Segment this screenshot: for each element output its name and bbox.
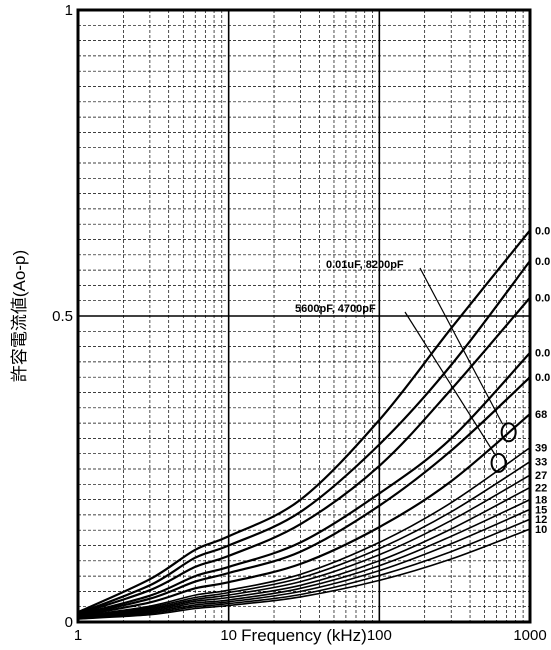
series-label: 22 — [535, 482, 547, 494]
annotations: 0.01uF, 8200pF 5600pF, 4700pF — [295, 259, 517, 473]
series-label: 12 — [535, 514, 547, 526]
y-tick-label: 0 — [65, 614, 73, 631]
series-label: 0.0 — [535, 225, 550, 237]
series-line — [77, 446, 531, 618]
series-line — [77, 486, 531, 619]
series-line — [77, 508, 531, 620]
series-line — [77, 413, 531, 617]
x-tick-label: 100 — [367, 627, 392, 644]
series-line — [77, 498, 531, 620]
y-tick-label: 0.5 — [52, 308, 73, 325]
series-label: 0.0 — [535, 256, 550, 268]
series-label: 33 — [535, 457, 547, 469]
series-line — [77, 260, 531, 615]
series-label: 39 — [535, 443, 547, 455]
series-label: 0.0 — [535, 372, 550, 384]
series-label: 0.0 — [535, 348, 550, 360]
x-tick-label: 10 — [220, 627, 237, 644]
series-label: 10 — [535, 524, 547, 536]
series-label: 27 — [535, 470, 547, 482]
major-grid — [78, 10, 530, 622]
annotation-marker — [490, 452, 507, 473]
annotation-label: 5600pF, 4700pF — [295, 303, 376, 315]
series-line — [77, 461, 531, 618]
series-line — [77, 474, 531, 618]
x-tick-label: 1000 — [513, 627, 546, 644]
x-axis-title: Frequency (kHz) — [241, 626, 367, 645]
series-label: 18 — [535, 495, 547, 507]
series-line — [77, 518, 531, 620]
y-tick-labels: 00.51 — [52, 2, 73, 631]
y-tick-label: 1 — [65, 2, 73, 19]
y-axis-title: 許容電流値(Ao-p) — [10, 250, 29, 382]
annotation-pointer — [419, 267, 504, 425]
annotation-label: 0.01uF, 8200pF — [326, 259, 404, 271]
series-label: 15 — [535, 504, 547, 516]
series-label: 0.0 — [535, 293, 550, 305]
x-tick-label: 1 — [74, 627, 82, 644]
x-tick-labels: 1 10 100 1000 — [74, 627, 547, 644]
series-line — [77, 376, 531, 617]
plot-frame — [76, 8, 532, 624]
series-lines — [77, 229, 531, 620]
annotation-marker — [500, 422, 517, 443]
series-line — [77, 296, 531, 616]
series-line — [77, 528, 531, 620]
annotation-pointer — [404, 311, 496, 455]
series-label: 68 — [535, 409, 547, 421]
series-line — [77, 351, 531, 616]
